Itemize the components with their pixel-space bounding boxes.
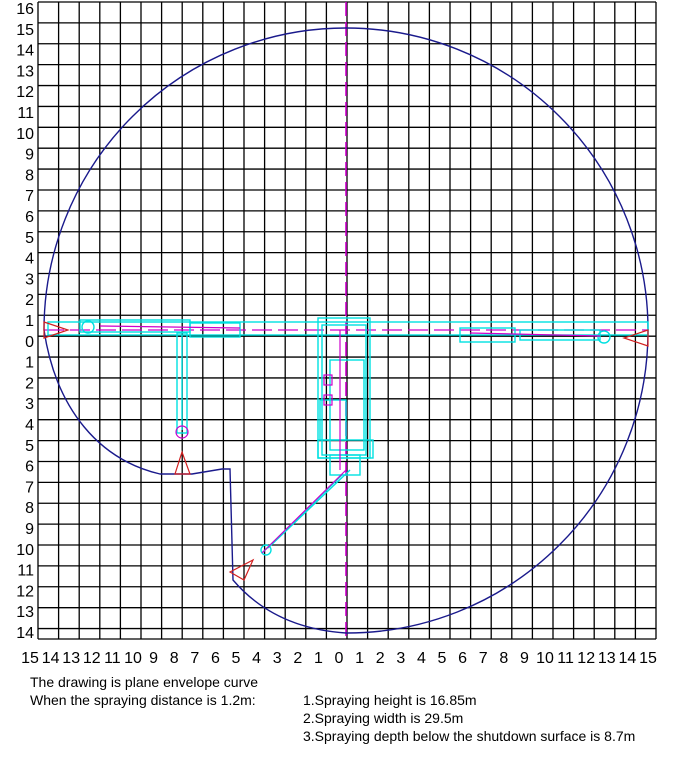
y-tick-label: 16 [16, 1, 34, 18]
caption-line1: The drawing is plane envelope curve [30, 674, 258, 690]
x-tick-label: 4 [417, 650, 426, 667]
y-tick-label: 8 [25, 167, 34, 184]
y-tick-label: 2 [25, 292, 34, 309]
x-tick-label: 12 [577, 650, 595, 667]
y-tick-label: 2 [25, 375, 34, 392]
x-tick-label: 4 [252, 650, 261, 667]
x-tick-label: 8 [170, 650, 179, 667]
x-tick-label: 15 [639, 650, 657, 667]
y-tick-label: 7 [25, 479, 34, 496]
x-tick-label: 10 [124, 650, 142, 667]
x-tick-label: 2 [376, 650, 385, 667]
y-tick-label: 9 [25, 521, 34, 538]
y-tick-label: 1 [25, 313, 34, 330]
y-tick-label: 7 [25, 188, 34, 205]
spray-nozzles [43, 321, 649, 581]
x-tick-label: 9 [520, 650, 529, 667]
y-tick-label: 13 [16, 604, 34, 621]
y-tick-label: 12 [16, 84, 34, 101]
y-tick-label: 11 [17, 563, 34, 580]
y-tick-label: 10 [16, 126, 34, 143]
y-axis-labels: 1615141312111098765432101234567891011121… [16, 1, 34, 642]
y-tick-label: 5 [25, 438, 34, 455]
y-tick-label: 6 [25, 459, 34, 476]
y-tick-label: 0 [25, 334, 34, 351]
y-tick-label: 4 [25, 251, 34, 268]
y-tick-label: 8 [25, 500, 34, 517]
y-tick-label: 3 [25, 396, 34, 413]
x-tick-label: 0 [335, 650, 344, 667]
caption-note-1: 1.Spraying height is 16.85m [303, 692, 477, 708]
y-tick-label: 14 [16, 625, 34, 642]
y-tick-label: 14 [16, 43, 34, 60]
y-tick-label: 6 [25, 209, 34, 226]
x-tick-label: 7 [479, 650, 488, 667]
nozzle-lower-boom [228, 558, 255, 581]
y-tick-label: 1 [25, 355, 34, 372]
x-tick-label: 7 [190, 650, 199, 667]
x-tick-label: 11 [104, 650, 121, 667]
x-tick-label: 8 [499, 650, 508, 667]
x-tick-label: 6 [458, 650, 467, 667]
x-tick-label: 14 [619, 650, 637, 667]
x-tick-label: 3 [273, 650, 282, 667]
y-tick-label: 3 [25, 271, 34, 288]
x-tick-label: 6 [211, 650, 220, 667]
y-tick-label: 4 [25, 417, 34, 434]
x-tick-label: 13 [62, 650, 80, 667]
y-tick-label: 9 [25, 147, 34, 164]
x-tick-label: 2 [293, 650, 302, 667]
x-tick-label: 5 [232, 650, 241, 667]
x-tick-label: 11 [557, 650, 574, 667]
nozzle-left [43, 321, 70, 339]
x-tick-label: 12 [83, 650, 101, 667]
x-tick-label: 13 [598, 650, 616, 667]
x-tick-label: 14 [42, 650, 60, 667]
machine-details [99, 325, 601, 554]
x-tick-label: 15 [21, 650, 39, 667]
caption-line2: When the spraying distance is 1.2m: [30, 692, 256, 708]
nozzle-bottom-left [174, 450, 191, 475]
y-tick-label: 11 [17, 105, 34, 122]
y-tick-label: 13 [16, 63, 34, 80]
nozzle-right [622, 329, 649, 347]
y-tick-label: 15 [16, 22, 34, 39]
y-tick-label: 12 [16, 583, 34, 600]
x-tick-label: 9 [149, 650, 158, 667]
caption-note-3: 3.Spraying depth below the shutdown surf… [303, 728, 635, 744]
x-tick-label: 1 [314, 650, 323, 667]
x-tick-label: 3 [396, 650, 405, 667]
x-tick-label: 10 [536, 650, 554, 667]
machine-body [47, 317, 649, 556]
y-tick-label: 5 [25, 230, 34, 247]
caption-note-2: 2.Spraying width is 29.5m [303, 710, 463, 726]
x-tick-label: 1 [355, 650, 364, 667]
y-tick-label: 10 [16, 542, 34, 559]
x-tick-label: 5 [438, 650, 447, 667]
x-axis-labels: 15 14 13 12 11 10 9 8 7 6 5 4 3 2 1 0 1 2 3 4 5 6 7 8 9 10 11 12 13 1… [21, 650, 657, 667]
